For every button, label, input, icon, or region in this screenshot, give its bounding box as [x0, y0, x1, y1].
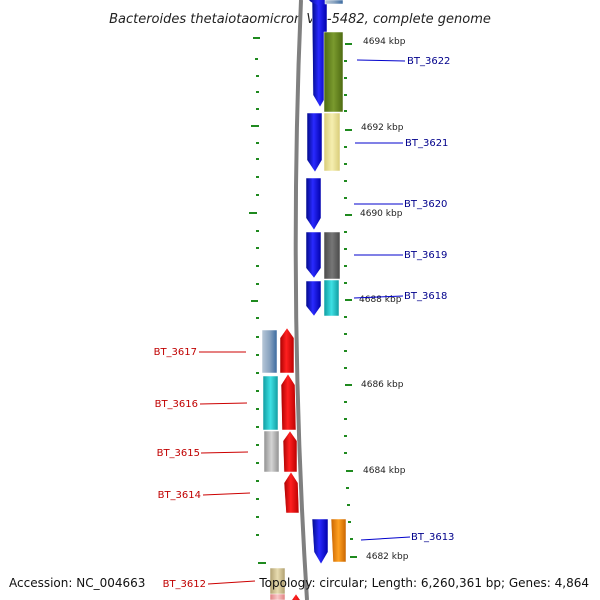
gene-forward-fragment [309, 0, 329, 6]
scale-label: 4686 kbp [361, 380, 404, 390]
gene-bt3621-cog [323, 112, 341, 172]
scale-label: 4684 kbp [363, 466, 406, 476]
gene-bt3619-cog [323, 231, 341, 280]
gene-bt3613-cog [330, 518, 347, 563]
gene-bt3616-reverse [280, 373, 297, 431]
gene-bt3614-reverse [283, 471, 300, 514]
genome-backbone [293, 0, 309, 600]
gene-bt3615-reverse [282, 430, 298, 473]
inner-tick-ring [344, 43, 357, 558]
left-gene-labels: BT_3617 BT_3616 BT_3615 BT_3614 BT_3612 [154, 347, 206, 590]
gene-label[interactable]: BT_3614 [158, 490, 201, 501]
scale-labels: 4694 kbp 4692 kbp 4690 kbp 4688 kbp 4686… [359, 37, 409, 562]
cog-boxes-left [261, 329, 286, 600]
scale-label: 4682 kbp [366, 552, 409, 562]
gene-bt3622-cog [324, 0, 344, 5]
gene-label[interactable]: BT_3620 [404, 199, 447, 210]
cog-boxes-right [323, 0, 347, 563]
scale-label: 4688 kbp [359, 295, 402, 305]
gene-bt3622-forward [311, 0, 328, 108]
gene-bt3615-cog [263, 430, 280, 473]
gene-label[interactable]: BT_3613 [411, 532, 454, 543]
gene-bt3617-reverse [279, 327, 295, 374]
gene-bt3622-cog [323, 31, 344, 113]
gene-label[interactable]: BT_3619 [404, 250, 447, 261]
genome-summary-text: Topology: circular; Length: 6,260,361 bp… [258, 576, 589, 590]
gene-label[interactable]: BT_3618 [404, 291, 447, 302]
right-leader-lines [353, 59, 411, 541]
gene-bt3618-cog [323, 279, 340, 317]
gene-label[interactable]: BT_3622 [407, 56, 450, 67]
gene-label[interactable]: BT_3621 [405, 138, 448, 149]
scale-label: 4690 kbp [360, 209, 403, 219]
gene-label[interactable]: BT_3617 [154, 347, 197, 358]
scale-label: 4694 kbp [363, 37, 406, 47]
reverse-strand-genes [279, 327, 301, 600]
forward-strand-genes [305, 0, 329, 565]
gene-bt3618-forward [305, 280, 322, 317]
gene-label[interactable]: BT_3612 [163, 579, 206, 590]
outer-tick-ring [249, 37, 266, 564]
gene-bt3613-forward [311, 518, 329, 565]
gene-bt3612-reverse [291, 593, 301, 600]
gene-bt3612-cog-fragment [269, 593, 286, 600]
accession-text: Accession: NC_004663 [9, 576, 145, 590]
gene-bt3621-forward [306, 112, 323, 173]
gene-bt3619-forward [305, 231, 322, 279]
gene-bt3617-cog [261, 329, 278, 374]
scale-label: 4692 kbp [361, 123, 404, 133]
gene-bt3612-cog [269, 567, 286, 600]
gene-bt3616-cog [262, 375, 279, 431]
gene-label[interactable]: BT_3615 [157, 448, 200, 459]
right-gene-labels: BT_3622 BT_3621 BT_3620 BT_3619 BT_3618 … [404, 56, 454, 543]
left-leader-lines [199, 351, 256, 585]
gene-label[interactable]: BT_3616 [155, 399, 198, 410]
gene-bt3620-forward [305, 177, 322, 231]
